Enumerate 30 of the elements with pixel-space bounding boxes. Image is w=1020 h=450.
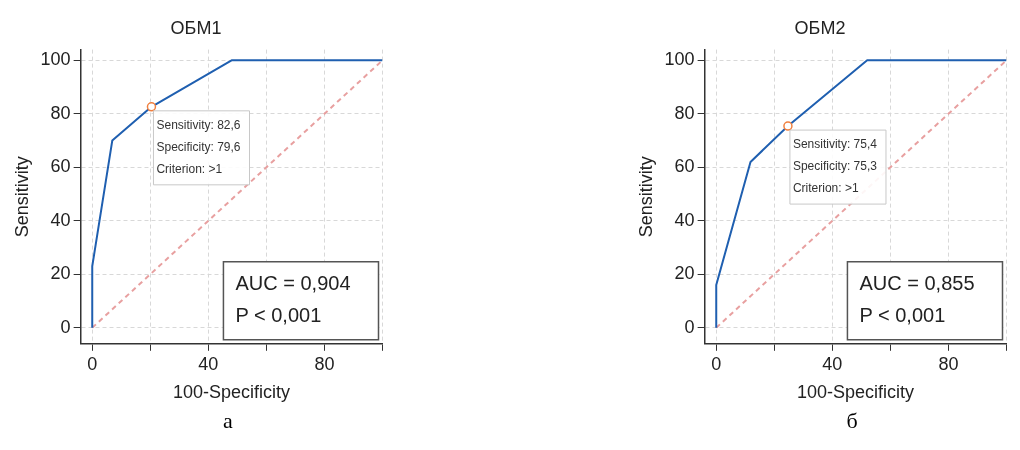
x-tick-label: 0 — [87, 353, 98, 374]
y-tick-label: 80 — [674, 102, 695, 123]
x-tick-label: 40 — [198, 353, 219, 374]
y-axis-title: Sensitivity — [11, 156, 32, 238]
y-tick-label: 40 — [50, 209, 71, 230]
text: б — [845, 408, 859, 434]
text: а — [222, 408, 234, 434]
annotation: Sensitivity: 82,6 Specificity: 79,6 Criterion: >1 — [156, 118, 241, 177]
y-tick-label: 60 — [50, 156, 71, 177]
x-tick-label: 80 — [938, 353, 959, 374]
y-tick-label: 40 — [674, 209, 695, 230]
y-tick-label: 60 — [674, 156, 695, 177]
y-tick-label: 0 — [60, 316, 71, 337]
y-tick-label: 20 — [674, 263, 695, 284]
y-tick-label: 80 — [50, 102, 71, 123]
y-tick-label: 0 — [684, 316, 695, 337]
x-tick-label: 80 — [314, 353, 335, 374]
chart-title: ОБМ2 — [794, 17, 846, 38]
x-axis-title: 100-Specificity — [797, 382, 915, 403]
y-axis-title: Sensitivity — [635, 156, 656, 238]
annotation: AUC = 0,855 P < 0,001 — [859, 272, 975, 327]
annotation: Sensitivity: 75,4 Specificity: 75,3 Criterion: >1 — [792, 137, 878, 196]
y-tick-label: 20 — [50, 263, 71, 284]
y-tick-label: 100 — [664, 49, 695, 70]
annotation: AUC = 0,904 P < 0,001 — [235, 272, 351, 327]
x-tick-label: 0 — [711, 353, 722, 374]
y-tick-label: 100 — [40, 49, 71, 70]
x-tick-label: 40 — [822, 353, 843, 374]
x-axis-title: 100-Specificity — [173, 382, 291, 403]
chart-title: ОБМ1 — [170, 17, 222, 38]
